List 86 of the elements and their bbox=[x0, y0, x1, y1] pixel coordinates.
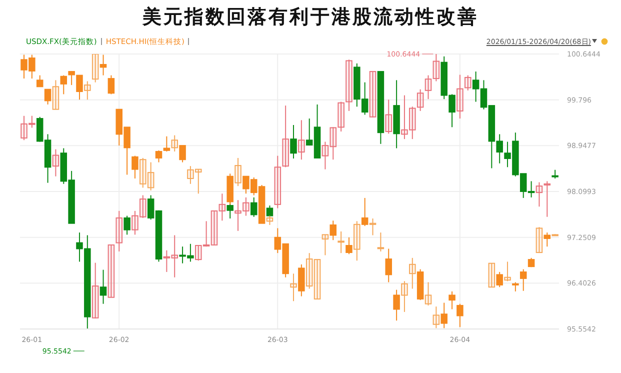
candlestick bbox=[84, 80, 91, 100]
candlestick bbox=[132, 210, 138, 236]
candlestick bbox=[147, 162, 154, 191]
candlestick bbox=[448, 290, 456, 310]
candlestick bbox=[409, 106, 416, 140]
candlestick bbox=[536, 226, 543, 254]
candlestick bbox=[552, 234, 558, 236]
candlestick bbox=[488, 262, 496, 288]
candlestick bbox=[456, 74, 464, 120]
candlestick bbox=[163, 136, 170, 152]
candlestick bbox=[171, 234, 178, 278]
candlestick bbox=[385, 99, 392, 134]
candlestick bbox=[338, 101, 344, 132]
candlestick bbox=[440, 302, 448, 329]
candlestick bbox=[36, 74, 44, 88]
candlestick bbox=[432, 54, 440, 82]
candlestick bbox=[298, 120, 305, 160]
candlestick bbox=[171, 134, 178, 152]
candlestick bbox=[409, 257, 416, 290]
candlestick bbox=[92, 54, 99, 83]
candlestick bbox=[116, 210, 122, 252]
candlestick bbox=[322, 141, 329, 170]
candlestick bbox=[504, 261, 511, 282]
candlestick bbox=[60, 74, 68, 95]
candlestick bbox=[195, 168, 202, 194]
candlestick bbox=[416, 88, 424, 112]
candlestick bbox=[202, 220, 210, 248]
candlestick bbox=[401, 94, 408, 140]
candlestick bbox=[52, 80, 60, 110]
candlestick bbox=[385, 248, 392, 283]
candlestick bbox=[242, 196, 250, 216]
candlestick bbox=[218, 193, 226, 222]
candlestick bbox=[432, 306, 440, 329]
candlestick bbox=[163, 250, 170, 272]
candlestick bbox=[234, 157, 242, 187]
candlestick bbox=[20, 115, 28, 141]
candlestick bbox=[124, 215, 130, 236]
candlestick bbox=[314, 259, 321, 300]
candlestick bbox=[424, 74, 432, 100]
candlestick bbox=[28, 115, 36, 128]
candlestick bbox=[330, 126, 337, 160]
candlestick bbox=[108, 244, 115, 298]
candlestick bbox=[520, 268, 527, 292]
candlestick bbox=[544, 180, 551, 218]
candlestick bbox=[195, 244, 202, 262]
candlestick bbox=[346, 236, 352, 255]
candlestick bbox=[274, 155, 282, 209]
candlestick bbox=[210, 210, 218, 246]
candlestick bbox=[100, 269, 107, 304]
candlestick bbox=[544, 232, 551, 248]
candlestick bbox=[298, 264, 305, 297]
candlestick bbox=[132, 155, 138, 179]
candlestick bbox=[140, 157, 146, 188]
candlestick bbox=[322, 234, 329, 256]
candlestick bbox=[377, 232, 384, 252]
candlestick bbox=[155, 150, 162, 163]
candlestick bbox=[338, 230, 344, 254]
candlestick bbox=[354, 220, 360, 262]
chart-title: 美元指数回落有利于港股流动性改善 bbox=[141, 5, 480, 30]
candlestick bbox=[92, 262, 99, 319]
candlestick bbox=[424, 282, 432, 306]
candlestick bbox=[512, 282, 519, 292]
candlestick bbox=[179, 145, 186, 163]
candlestick bbox=[52, 148, 60, 177]
candlestick bbox=[290, 124, 297, 160]
candlestick bbox=[369, 218, 376, 236]
candlestick bbox=[496, 271, 503, 288]
candlestick bbox=[464, 74, 472, 91]
candlestick bbox=[306, 252, 313, 290]
candlestick bbox=[393, 289, 400, 322]
candlestick bbox=[250, 196, 258, 218]
candlestick bbox=[361, 197, 368, 227]
candlestick bbox=[140, 194, 146, 218]
candlestick bbox=[290, 273, 297, 302]
candlestick bbox=[401, 280, 408, 312]
candlestick bbox=[100, 54, 107, 76]
candlestick bbox=[456, 303, 464, 328]
candlestick bbox=[44, 88, 52, 105]
candlestick bbox=[187, 166, 194, 184]
candlestick bbox=[536, 182, 543, 208]
candlestick bbox=[282, 105, 289, 168]
candlestick bbox=[346, 59, 352, 112]
candlestick bbox=[369, 71, 376, 118]
candlestick bbox=[330, 220, 337, 241]
candlestick bbox=[108, 74, 115, 95]
candlestick bbox=[234, 200, 242, 232]
